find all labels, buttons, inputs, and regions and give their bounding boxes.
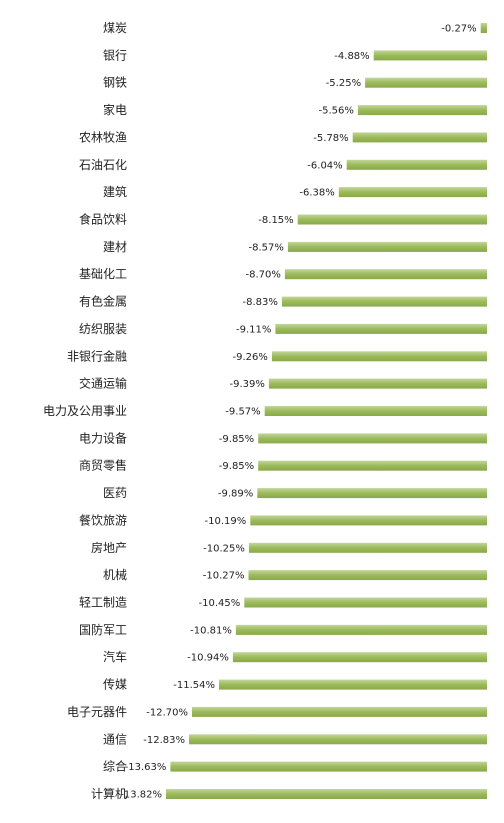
value-label: -10.27% bbox=[203, 571, 245, 582]
category-label: 综合 bbox=[103, 759, 127, 774]
value-label: -10.19% bbox=[205, 516, 247, 527]
bar bbox=[287, 241, 487, 252]
value-label: -9.85% bbox=[219, 461, 254, 472]
category-labels: 煤炭银行钢铁家电农林牧渔石油石化建筑食品饮料建材基础化工有色金属纺织服装非银行金… bbox=[43, 21, 127, 801]
category-label: 传媒 bbox=[103, 677, 127, 692]
value-label: -8.83% bbox=[243, 297, 278, 308]
bar bbox=[257, 488, 487, 499]
value-label: -9.85% bbox=[219, 434, 254, 445]
category-label: 建筑 bbox=[103, 184, 127, 199]
category-label: 家电 bbox=[103, 102, 127, 117]
value-label: -9.26% bbox=[233, 352, 268, 363]
bar bbox=[244, 597, 487, 608]
value-label: -4.88% bbox=[334, 51, 369, 62]
bar bbox=[268, 378, 487, 389]
value-label: -13.63% bbox=[125, 762, 167, 773]
value-label: -9.11% bbox=[236, 324, 271, 335]
bar bbox=[297, 214, 487, 225]
bar bbox=[275, 323, 487, 334]
bar bbox=[480, 23, 487, 33]
category-label: 农林牧渔 bbox=[79, 130, 127, 144]
category-label: 通信 bbox=[103, 732, 127, 746]
bar bbox=[373, 50, 487, 61]
bars-group bbox=[166, 23, 487, 799]
value-label: -10.25% bbox=[203, 543, 245, 554]
bar bbox=[189, 734, 487, 745]
category-label: 汽车 bbox=[103, 649, 127, 664]
value-label: -9.39% bbox=[230, 379, 265, 390]
bar bbox=[284, 269, 487, 280]
bar bbox=[352, 132, 487, 143]
category-label: 建材 bbox=[103, 240, 127, 254]
bar bbox=[166, 789, 487, 799]
bar bbox=[264, 406, 487, 416]
value-labels: -0.27% -4.88% -5.25% -5.56% -5.78% -6.04% -6.3… bbox=[120, 24, 476, 801]
value-label: -12.83% bbox=[143, 735, 185, 746]
category-label: 国防军工 bbox=[79, 622, 127, 637]
category-label: 餐饮旅游 bbox=[79, 512, 127, 527]
bar bbox=[170, 761, 487, 772]
category-label: 商贸零售 bbox=[79, 458, 127, 473]
bar bbox=[192, 706, 487, 717]
category-label: 钢铁 bbox=[103, 76, 127, 90]
value-label: -8.57% bbox=[249, 242, 284, 253]
category-label: 基础化工 bbox=[79, 267, 127, 281]
category-label: 电力及公用事业 bbox=[43, 404, 127, 418]
bar bbox=[346, 159, 487, 170]
value-label: -8.15% bbox=[258, 215, 293, 226]
value-label: -10.45% bbox=[199, 598, 241, 609]
value-label: -11.54% bbox=[173, 680, 215, 691]
bar bbox=[365, 77, 487, 88]
value-label: -5.56% bbox=[319, 106, 354, 117]
bar bbox=[281, 296, 487, 307]
bar bbox=[271, 351, 487, 362]
category-label: 纺织服装 bbox=[79, 322, 127, 336]
bar bbox=[248, 570, 487, 581]
value-label: -13.82% bbox=[120, 790, 162, 801]
category-label: 煤炭 bbox=[103, 21, 127, 35]
value-label: -8.70% bbox=[246, 270, 281, 281]
category-label: 计算机 bbox=[91, 786, 127, 801]
value-label: -5.25% bbox=[326, 78, 361, 89]
category-label: 轻工制造 bbox=[79, 596, 127, 610]
value-label: -10.81% bbox=[190, 625, 232, 636]
category-label: 石油石化 bbox=[79, 158, 127, 172]
value-label: -0.27% bbox=[441, 24, 476, 35]
bar bbox=[219, 679, 487, 690]
category-label: 房地产 bbox=[91, 540, 127, 555]
bar bbox=[338, 187, 487, 198]
value-label: -9.89% bbox=[218, 489, 253, 500]
category-label: 机械 bbox=[103, 567, 127, 582]
bar bbox=[232, 652, 487, 663]
category-label: 医药 bbox=[103, 486, 127, 500]
category-label: 非银行金融 bbox=[67, 348, 127, 363]
value-label: -9.57% bbox=[225, 407, 260, 418]
bar bbox=[250, 515, 487, 526]
bar bbox=[248, 542, 487, 553]
category-label: 银行 bbox=[103, 48, 127, 62]
category-label: 电力设备 bbox=[79, 431, 127, 445]
value-label: -10.94% bbox=[187, 653, 229, 664]
value-label: -6.04% bbox=[307, 160, 342, 171]
bar bbox=[258, 433, 487, 444]
bar bbox=[258, 460, 487, 471]
category-label: 电子元器件 bbox=[67, 705, 127, 719]
category-label: 交通运输 bbox=[79, 376, 127, 391]
category-label: 食品饮料 bbox=[79, 212, 127, 227]
value-label: -12.70% bbox=[146, 707, 188, 718]
bar bbox=[357, 105, 487, 116]
bar bbox=[235, 624, 487, 635]
value-label: -6.38% bbox=[299, 188, 334, 199]
value-label: -5.78% bbox=[313, 133, 348, 144]
category-label: 有色金属 bbox=[79, 294, 127, 309]
